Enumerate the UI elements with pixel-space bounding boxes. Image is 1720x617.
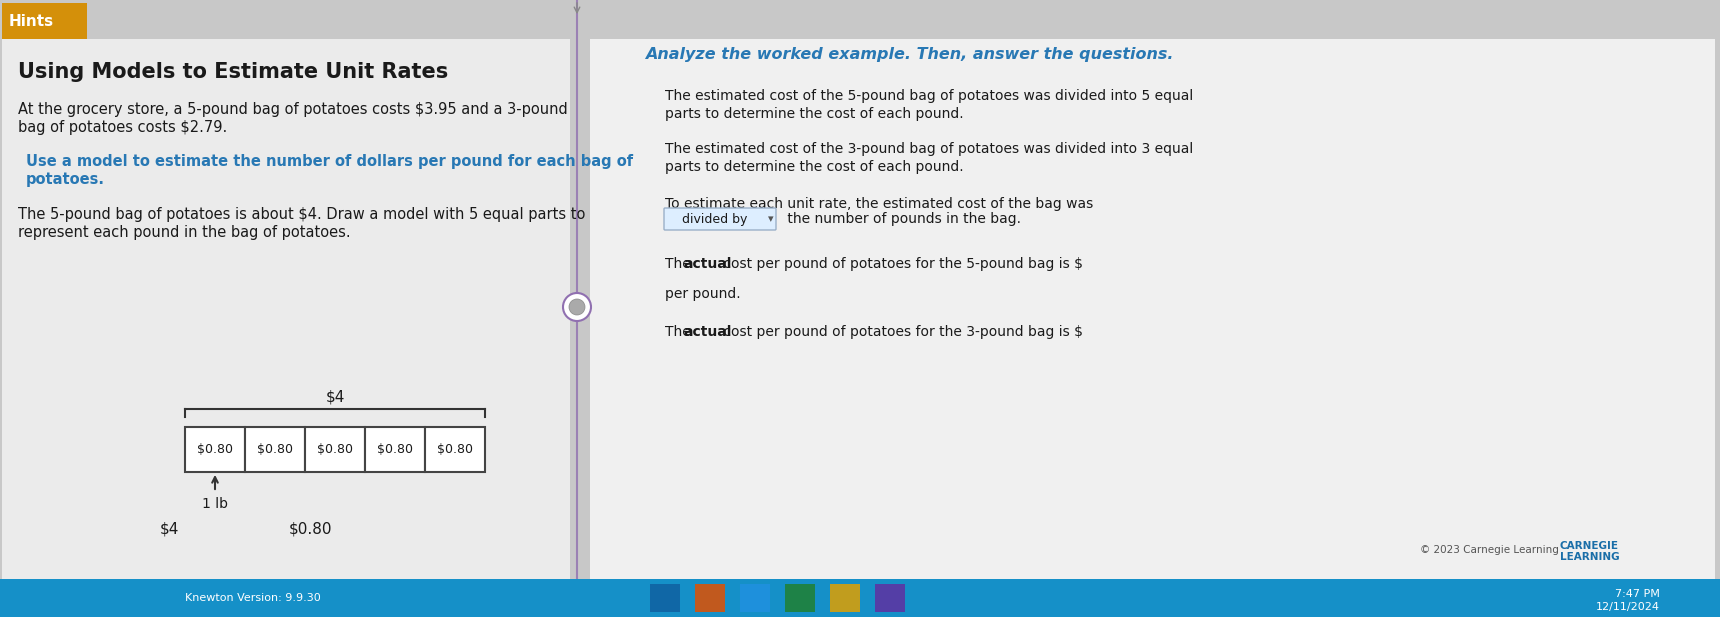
Text: The estimated cost of the 3-pound bag of potatoes was divided into 3 equal: The estimated cost of the 3-pound bag of… xyxy=(666,142,1194,156)
Text: 1 lb: 1 lb xyxy=(201,497,229,511)
Text: represent each pound in the bag of potatoes.: represent each pound in the bag of potat… xyxy=(17,225,351,240)
Text: The: The xyxy=(666,257,695,271)
Bar xyxy=(784,584,815,612)
Text: The: The xyxy=(666,325,695,339)
Bar xyxy=(695,584,726,612)
Bar xyxy=(2,39,569,579)
Text: $0.80: $0.80 xyxy=(256,443,292,456)
Bar xyxy=(590,39,1715,579)
Text: To estimate each unit rate, the estimated cost of the bag was: To estimate each unit rate, the estimate… xyxy=(666,197,1094,211)
Text: CARNEGIE
LEARNING: CARNEGIE LEARNING xyxy=(1560,541,1620,562)
Text: Use a model to estimate the number of dollars per pound for each bag of: Use a model to estimate the number of do… xyxy=(26,154,633,169)
Text: parts to determine the cost of each pound.: parts to determine the cost of each poun… xyxy=(666,160,963,174)
FancyBboxPatch shape xyxy=(664,208,776,230)
Text: cost per pound of potatoes for the 3-pound bag is $: cost per pound of potatoes for the 3-pou… xyxy=(719,325,1084,339)
Bar xyxy=(0,579,1720,617)
Bar xyxy=(365,427,425,472)
Text: $0.80: $0.80 xyxy=(437,443,473,456)
Text: Hints: Hints xyxy=(9,14,53,28)
Bar xyxy=(740,584,771,612)
Bar xyxy=(875,584,905,612)
Text: $4: $4 xyxy=(160,522,179,537)
Text: $0.80: $0.80 xyxy=(198,443,232,456)
Bar xyxy=(831,584,860,612)
Text: The 5-pound bag of potatoes is about $4. Draw a model with 5 equal parts to: The 5-pound bag of potatoes is about $4.… xyxy=(17,207,585,222)
Text: cost per pound of potatoes for the 5-pound bag is $: cost per pound of potatoes for the 5-pou… xyxy=(719,257,1084,271)
Text: ▾: ▾ xyxy=(769,214,774,224)
Text: Analyze the worked example. Then, answer the questions.: Analyze the worked example. Then, answer… xyxy=(645,47,1173,62)
Text: parts to determine the cost of each pound.: parts to determine the cost of each poun… xyxy=(666,107,963,121)
Text: The estimated cost of the 5-pound bag of potatoes was divided into 5 equal: The estimated cost of the 5-pound bag of… xyxy=(666,89,1194,103)
Text: $0.80: $0.80 xyxy=(289,522,332,537)
Text: Knewton Version: 9.9.30: Knewton Version: 9.9.30 xyxy=(186,593,320,603)
Bar xyxy=(186,427,244,472)
Text: $0.80: $0.80 xyxy=(377,443,413,456)
Text: potatoes.: potatoes. xyxy=(26,172,105,187)
Text: © 2023 Carnegie Learning: © 2023 Carnegie Learning xyxy=(1421,545,1558,555)
Bar xyxy=(244,427,304,472)
Text: Using Models to Estimate Unit Rates: Using Models to Estimate Unit Rates xyxy=(17,62,449,82)
Bar xyxy=(425,427,485,472)
Text: 12/11/2024: 12/11/2024 xyxy=(1596,602,1660,612)
Circle shape xyxy=(562,293,592,321)
Text: per pound.: per pound. xyxy=(666,287,741,301)
Text: actual: actual xyxy=(683,257,731,271)
Text: $0.80: $0.80 xyxy=(316,443,353,456)
Bar xyxy=(650,584,679,612)
Bar xyxy=(304,427,365,472)
Text: $4: $4 xyxy=(325,390,344,405)
Circle shape xyxy=(569,299,585,315)
Text: actual: actual xyxy=(683,325,731,339)
Text: divided by: divided by xyxy=(683,212,748,225)
Text: bag of potatoes costs $2.79.: bag of potatoes costs $2.79. xyxy=(17,120,227,135)
Text: At the grocery store, a 5-pound bag of potatoes costs $3.95 and a 3-pound: At the grocery store, a 5-pound bag of p… xyxy=(17,102,568,117)
Bar xyxy=(2,3,88,39)
Text: the number of pounds in the bag.: the number of pounds in the bag. xyxy=(783,212,1022,226)
Text: 7:47 PM: 7:47 PM xyxy=(1615,589,1660,599)
